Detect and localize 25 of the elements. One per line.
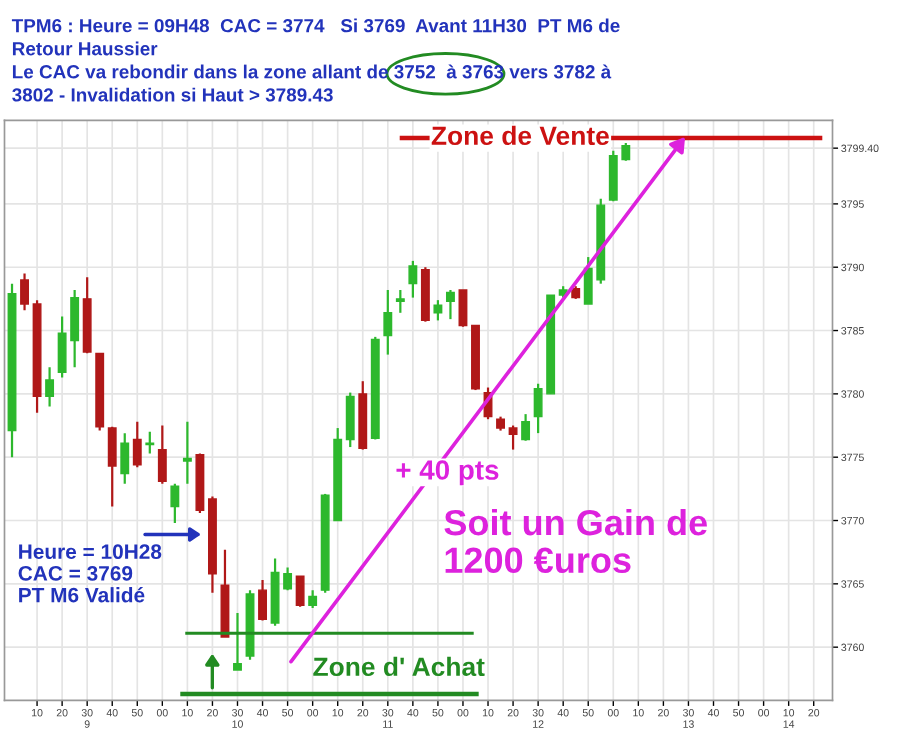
candlestick bbox=[433, 299, 443, 322]
ref-line-label: Zone de Vente bbox=[431, 125, 609, 146]
candlestick bbox=[107, 425, 117, 508]
candlestick bbox=[45, 366, 55, 408]
candlestick bbox=[120, 432, 130, 485]
candlestick bbox=[508, 424, 518, 451]
candlestick bbox=[170, 482, 180, 525]
candlestick bbox=[445, 288, 455, 321]
annotation: Soit un Gain de 1200 €uros bbox=[444, 508, 707, 574]
candlestick bbox=[408, 259, 418, 299]
candlestick bbox=[383, 288, 393, 356]
candlestick bbox=[395, 288, 405, 314]
candlestick bbox=[132, 420, 142, 469]
candlestick bbox=[157, 424, 167, 485]
candlestick bbox=[521, 413, 531, 442]
candlestick bbox=[295, 575, 305, 608]
candlestick bbox=[345, 391, 355, 449]
annotation: + 40 pts bbox=[396, 460, 499, 486]
candlestick bbox=[233, 611, 242, 672]
ref-line-label: Zone d' Achat bbox=[313, 656, 485, 677]
annotation: Heure = 10H28 CAC = 3769 PT M6 Validé bbox=[18, 544, 162, 603]
candlestick bbox=[258, 578, 267, 622]
candlestick bbox=[458, 288, 468, 328]
candlestick bbox=[182, 420, 192, 485]
candlestick bbox=[20, 272, 29, 312]
